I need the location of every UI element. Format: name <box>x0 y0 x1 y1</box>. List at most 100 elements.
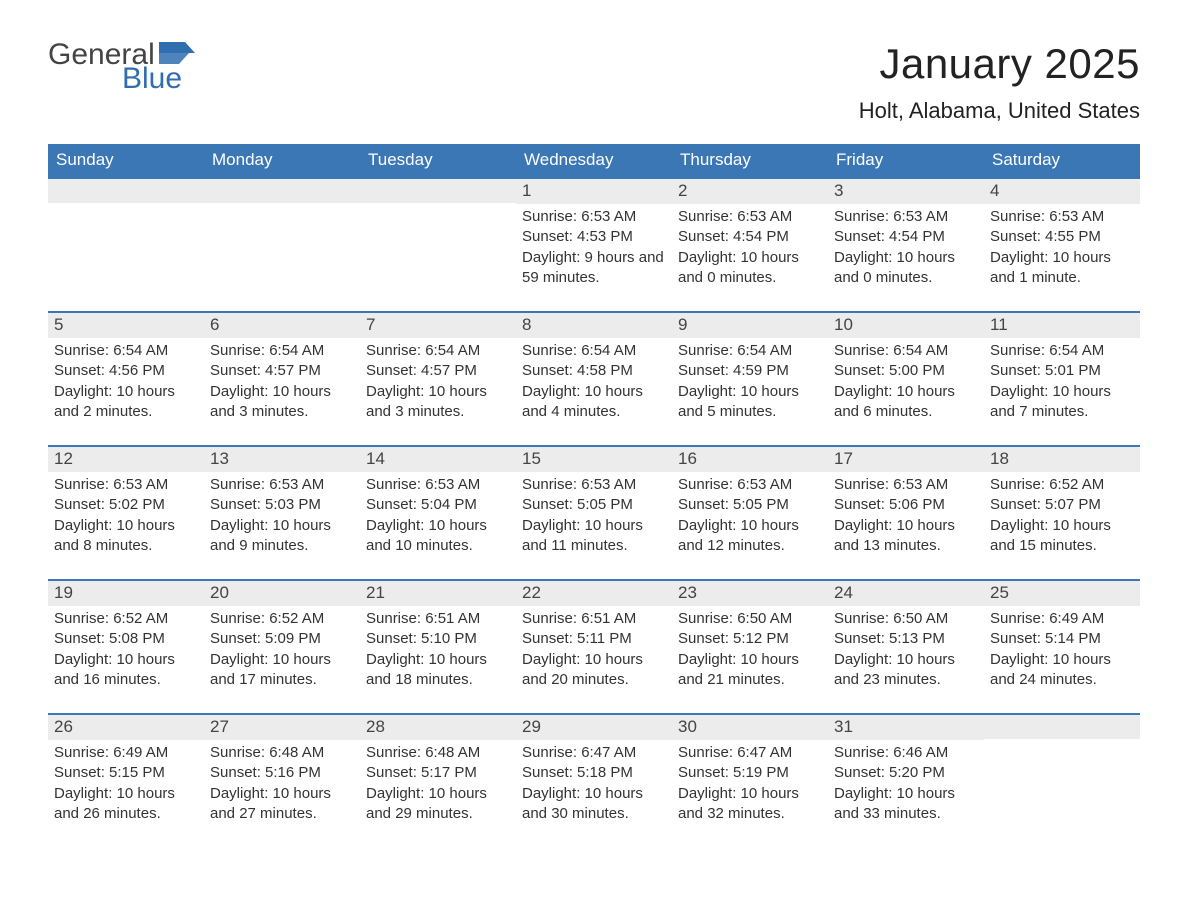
day-cell: 2Sunrise: 6:53 AMSunset: 4:54 PMDaylight… <box>672 179 828 307</box>
day-number: 20 <box>204 581 360 606</box>
day-cell <box>204 179 360 307</box>
daylight-text: Daylight: 10 hours and 6 minutes. <box>834 382 978 423</box>
daylight-text: Daylight: 10 hours and 0 minutes. <box>834 248 978 289</box>
day-number: 22 <box>516 581 672 606</box>
day-cell: 25Sunrise: 6:49 AMSunset: 5:14 PMDayligh… <box>984 581 1140 709</box>
day-body: Sunrise: 6:47 AMSunset: 5:18 PMDaylight:… <box>516 740 672 832</box>
daylight-text: Daylight: 10 hours and 24 minutes. <box>990 650 1134 691</box>
day-number: 10 <box>828 313 984 338</box>
weekday-sunday: Sunday <box>48 144 204 177</box>
day-cell: 4Sunrise: 6:53 AMSunset: 4:55 PMDaylight… <box>984 179 1140 307</box>
sunset-text: Sunset: 5:12 PM <box>678 629 822 649</box>
day-body: Sunrise: 6:53 AMSunset: 4:54 PMDaylight:… <box>828 204 984 296</box>
daylight-text: Daylight: 10 hours and 23 minutes. <box>834 650 978 691</box>
day-number: 27 <box>204 715 360 740</box>
sunrise-text: Sunrise: 6:49 AM <box>990 609 1134 629</box>
sunset-text: Sunset: 4:59 PM <box>678 361 822 381</box>
sunrise-text: Sunrise: 6:51 AM <box>366 609 510 629</box>
day-body: Sunrise: 6:53 AMSunset: 5:05 PMDaylight:… <box>672 472 828 564</box>
sunrise-text: Sunrise: 6:52 AM <box>990 475 1134 495</box>
day-body: Sunrise: 6:53 AMSunset: 4:55 PMDaylight:… <box>984 204 1140 296</box>
day-body <box>204 203 360 214</box>
sunset-text: Sunset: 5:06 PM <box>834 495 978 515</box>
sunset-text: Sunset: 5:17 PM <box>366 763 510 783</box>
daylight-text: Daylight: 10 hours and 10 minutes. <box>366 516 510 557</box>
header: General Blue January 2025 Holt, Alabama,… <box>48 40 1140 138</box>
day-cell <box>48 179 204 307</box>
day-body: Sunrise: 6:52 AMSunset: 5:07 PMDaylight:… <box>984 472 1140 564</box>
day-number: 19 <box>48 581 204 606</box>
day-number: 13 <box>204 447 360 472</box>
logo: General Blue <box>48 40 195 94</box>
day-cell: 23Sunrise: 6:50 AMSunset: 5:12 PMDayligh… <box>672 581 828 709</box>
sunset-text: Sunset: 5:16 PM <box>210 763 354 783</box>
sunset-text: Sunset: 5:05 PM <box>678 495 822 515</box>
daylight-text: Daylight: 10 hours and 17 minutes. <box>210 650 354 691</box>
day-cell: 9 Sunrise: 6:54 AMSunset: 4:59 PMDaylight… <box>672 313 828 441</box>
sunrise-text: Sunrise: 6:46 AM <box>834 743 978 763</box>
sunset-text: Sunset: 5:20 PM <box>834 763 978 783</box>
day-number: 3 <box>828 179 984 204</box>
day-body: Sunrise: 6:49 AMSunset: 5:14 PMDaylight:… <box>984 606 1140 698</box>
sunrise-text: Sunrise: 6:54 AM <box>678 341 822 361</box>
day-number <box>48 179 204 203</box>
sunset-text: Sunset: 5:14 PM <box>990 629 1134 649</box>
day-number: 28 <box>360 715 516 740</box>
weekday-header-row: SundayMondayTuesdayWednesdayThursdayFrid… <box>48 144 1140 177</box>
location-text: Holt, Alabama, United States <box>859 98 1140 124</box>
day-number: 7 <box>360 313 516 338</box>
sunrise-text: Sunrise: 6:53 AM <box>366 475 510 495</box>
day-number: 4 <box>984 179 1140 204</box>
day-cell: 3Sunrise: 6:53 AMSunset: 4:54 PMDaylight… <box>828 179 984 307</box>
daylight-text: Daylight: 10 hours and 12 minutes. <box>678 516 822 557</box>
day-body: Sunrise: 6:48 AMSunset: 5:17 PMDaylight:… <box>360 740 516 832</box>
day-cell: 15Sunrise: 6:53 AMSunset: 5:05 PMDayligh… <box>516 447 672 575</box>
sunrise-text: Sunrise: 6:51 AM <box>522 609 666 629</box>
daylight-text: Daylight: 10 hours and 5 minutes. <box>678 382 822 423</box>
daylight-text: Daylight: 10 hours and 20 minutes. <box>522 650 666 691</box>
daylight-text: Daylight: 10 hours and 0 minutes. <box>678 248 822 289</box>
sunrise-text: Sunrise: 6:54 AM <box>210 341 354 361</box>
sunset-text: Sunset: 4:56 PM <box>54 361 198 381</box>
day-number <box>360 179 516 203</box>
sunrise-text: Sunrise: 6:53 AM <box>678 475 822 495</box>
day-cell: 20Sunrise: 6:52 AMSunset: 5:09 PMDayligh… <box>204 581 360 709</box>
day-body: Sunrise: 6:53 AMSunset: 5:03 PMDaylight:… <box>204 472 360 564</box>
sunrise-text: Sunrise: 6:52 AM <box>54 609 198 629</box>
day-cell <box>360 179 516 307</box>
day-cell: 27Sunrise: 6:48 AMSunset: 5:16 PMDayligh… <box>204 715 360 843</box>
sunset-text: Sunset: 5:11 PM <box>522 629 666 649</box>
daylight-text: Daylight: 10 hours and 26 minutes. <box>54 784 198 825</box>
daylight-text: Daylight: 10 hours and 2 minutes. <box>54 382 198 423</box>
sunrise-text: Sunrise: 6:50 AM <box>834 609 978 629</box>
day-body: Sunrise: 6:51 AMSunset: 5:10 PMDaylight:… <box>360 606 516 698</box>
daylight-text: Daylight: 10 hours and 27 minutes. <box>210 784 354 825</box>
sunset-text: Sunset: 4:54 PM <box>834 227 978 247</box>
day-number: 29 <box>516 715 672 740</box>
day-body: Sunrise: 6:54 AMSunset: 5:01 PMDaylight:… <box>984 338 1140 430</box>
day-number: 26 <box>48 715 204 740</box>
day-number: 9 <box>672 313 828 338</box>
sunset-text: Sunset: 5:04 PM <box>366 495 510 515</box>
daylight-text: Daylight: 10 hours and 13 minutes. <box>834 516 978 557</box>
weekday-thursday: Thursday <box>672 144 828 177</box>
week-row: 19Sunrise: 6:52 AMSunset: 5:08 PMDayligh… <box>48 579 1140 709</box>
week-row: 1Sunrise: 6:53 AMSunset: 4:53 PMDaylight… <box>48 177 1140 307</box>
day-cell: 7Sunrise: 6:54 AMSunset: 4:57 PMDaylight… <box>360 313 516 441</box>
daylight-text: Daylight: 10 hours and 15 minutes. <box>990 516 1134 557</box>
sunrise-text: Sunrise: 6:48 AM <box>366 743 510 763</box>
daylight-text: Daylight: 10 hours and 30 minutes. <box>522 784 666 825</box>
sunrise-text: Sunrise: 6:54 AM <box>522 341 666 361</box>
day-cell: 19Sunrise: 6:52 AMSunset: 5:08 PMDayligh… <box>48 581 204 709</box>
sunset-text: Sunset: 5:00 PM <box>834 361 978 381</box>
day-number: 8 <box>516 313 672 338</box>
day-body <box>360 203 516 214</box>
sunrise-text: Sunrise: 6:50 AM <box>678 609 822 629</box>
day-number: 16 <box>672 447 828 472</box>
weekday-wednesday: Wednesday <box>516 144 672 177</box>
day-body: Sunrise: 6:54 AMSunset: 4:57 PMDaylight:… <box>360 338 516 430</box>
sunset-text: Sunset: 4:57 PM <box>210 361 354 381</box>
daylight-text: Daylight: 10 hours and 1 minute. <box>990 248 1134 289</box>
day-number: 6 <box>204 313 360 338</box>
day-number: 25 <box>984 581 1140 606</box>
